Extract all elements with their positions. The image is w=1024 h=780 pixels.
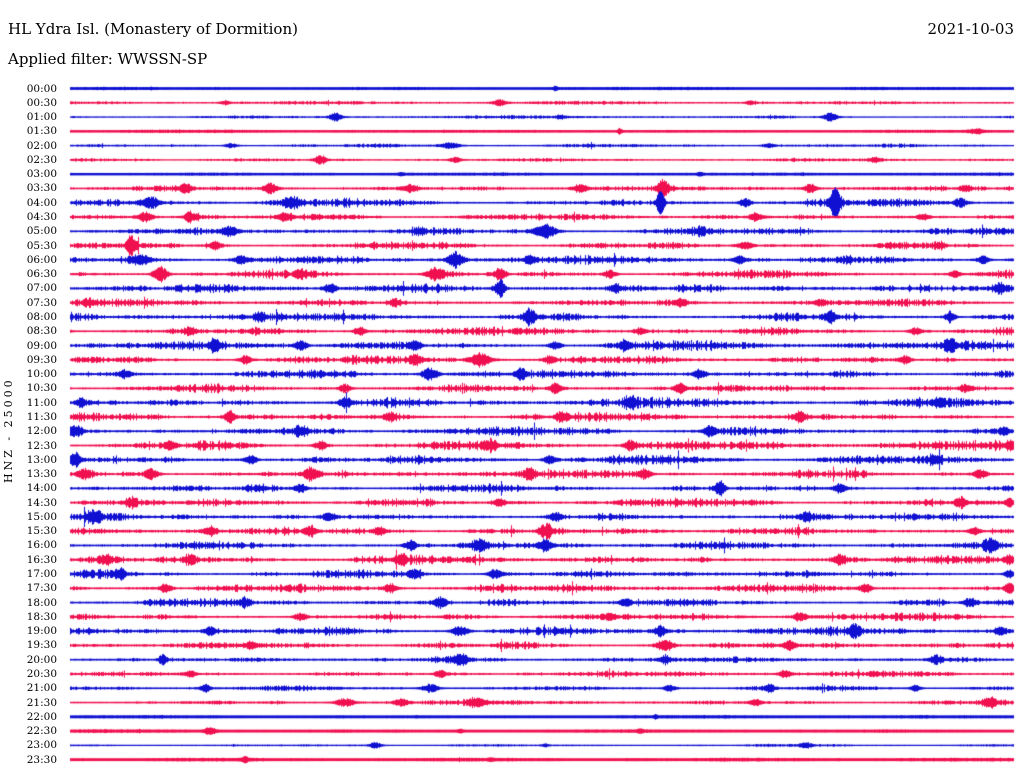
time-label: 13:00 bbox=[26, 453, 57, 466]
time-label: 06:00 bbox=[26, 253, 57, 266]
time-label: 18:30 bbox=[26, 610, 57, 623]
time-label: 15:00 bbox=[26, 510, 57, 523]
time-label: 02:00 bbox=[26, 139, 57, 152]
time-label: 17:00 bbox=[26, 568, 57, 581]
time-label: 16:30 bbox=[26, 553, 57, 566]
date-label: 2021-10-03 bbox=[927, 20, 1014, 38]
time-label: 15:30 bbox=[26, 525, 57, 538]
time-label: 11:00 bbox=[26, 396, 57, 409]
time-label: 00:00 bbox=[26, 82, 57, 95]
station-title: HL Ydra Isl. (Monastery of Dormition) bbox=[8, 20, 298, 38]
time-label: 03:30 bbox=[26, 182, 57, 195]
time-label: 19:30 bbox=[26, 639, 57, 652]
time-label: 23:00 bbox=[26, 739, 57, 752]
time-label: 13:30 bbox=[26, 468, 57, 481]
time-label: 09:30 bbox=[26, 353, 57, 366]
time-label: 22:30 bbox=[26, 725, 57, 738]
time-label: 02:30 bbox=[26, 153, 57, 166]
time-label: 08:00 bbox=[26, 310, 57, 323]
time-label: 23:30 bbox=[26, 753, 57, 766]
time-label: 09:00 bbox=[26, 339, 57, 352]
time-label: 22:00 bbox=[26, 710, 57, 723]
time-label: 18:00 bbox=[26, 596, 57, 609]
time-axis: 00:00 00:30 01:00 01:30 02:00 02:30 03:00 03:30… bbox=[0, 0, 57, 780]
time-label: 14:00 bbox=[26, 482, 57, 495]
time-label: 11:30 bbox=[26, 410, 57, 423]
time-label: 06:30 bbox=[26, 268, 57, 281]
time-label: 08:30 bbox=[26, 325, 57, 338]
time-label: 04:30 bbox=[26, 211, 57, 224]
time-label: 21:30 bbox=[26, 696, 57, 709]
time-label: 07:30 bbox=[26, 296, 57, 309]
time-label: 10:30 bbox=[26, 382, 57, 395]
time-label: 04:00 bbox=[26, 196, 57, 209]
time-label: 01:00 bbox=[26, 111, 57, 124]
time-label: 17:30 bbox=[26, 582, 57, 595]
time-label: 12:00 bbox=[26, 425, 57, 438]
time-label: 16:00 bbox=[26, 539, 57, 552]
time-label: 05:00 bbox=[26, 225, 57, 238]
time-label: 00:30 bbox=[26, 96, 57, 109]
time-label: 12:30 bbox=[26, 439, 57, 452]
time-label: 10:00 bbox=[26, 368, 57, 381]
time-label: 07:00 bbox=[26, 282, 57, 295]
time-label: 03:00 bbox=[26, 168, 57, 181]
time-label: 14:30 bbox=[26, 496, 57, 509]
time-label: 05:30 bbox=[26, 239, 57, 252]
time-label: 20:30 bbox=[26, 667, 57, 680]
time-label: 20:00 bbox=[26, 653, 57, 666]
time-label: 01:30 bbox=[26, 125, 57, 138]
time-label: 21:00 bbox=[26, 682, 57, 695]
applied-filter-label: Applied filter: WWSSN-SP bbox=[8, 50, 208, 68]
time-label: 19:00 bbox=[26, 625, 57, 638]
